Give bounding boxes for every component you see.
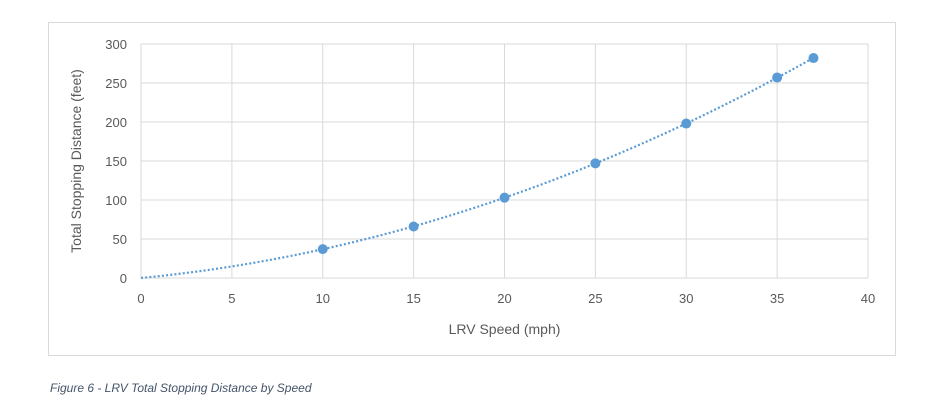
y-tick-label: 0 [120, 271, 127, 286]
y-ticks: 0 50 100 150 200 250 300 [105, 37, 127, 286]
y-tick-label: 200 [105, 115, 127, 130]
y-axis-label: Total Stopping Distance (feet) [68, 69, 84, 253]
x-tick-label: 20 [497, 291, 511, 306]
y-tick-label: 250 [105, 76, 127, 91]
y-tick-label: 50 [113, 232, 127, 247]
x-tick-label: 25 [588, 291, 602, 306]
data-point [772, 72, 783, 83]
grid [140, 43, 869, 279]
x-tick-label: 30 [679, 291, 693, 306]
x-tick-label: 35 [770, 291, 784, 306]
y-tick-label: 300 [105, 37, 127, 52]
data-point [590, 158, 601, 169]
data-point [499, 192, 510, 203]
data-point [317, 244, 328, 255]
x-tick-label: 15 [406, 291, 420, 306]
data-point [808, 53, 819, 64]
y-tick-label: 100 [105, 193, 127, 208]
figure-caption: Figure 6 - LRV Total Stopping Distance b… [50, 381, 312, 395]
data-points [317, 53, 819, 255]
x-tick-label: 0 [137, 291, 144, 306]
y-tick-label: 150 [105, 154, 127, 169]
x-axis-label: LRV Speed (mph) [449, 321, 561, 337]
data-point [408, 221, 419, 232]
x-ticks: 0 5 10 15 20 25 30 35 40 [137, 291, 875, 306]
chart-frame: 0 5 10 15 20 25 30 35 40 0 50 100 150 200 250 300 LRV … [48, 22, 896, 356]
x-tick-label: 10 [316, 291, 330, 306]
data-point [681, 118, 692, 129]
trendline [140, 56, 815, 280]
x-tick-label: 5 [228, 291, 235, 306]
chart: 0 5 10 15 20 25 30 35 40 0 50 100 150 200 250 300 LRV … [68, 37, 875, 337]
x-tick-label: 40 [861, 291, 875, 306]
